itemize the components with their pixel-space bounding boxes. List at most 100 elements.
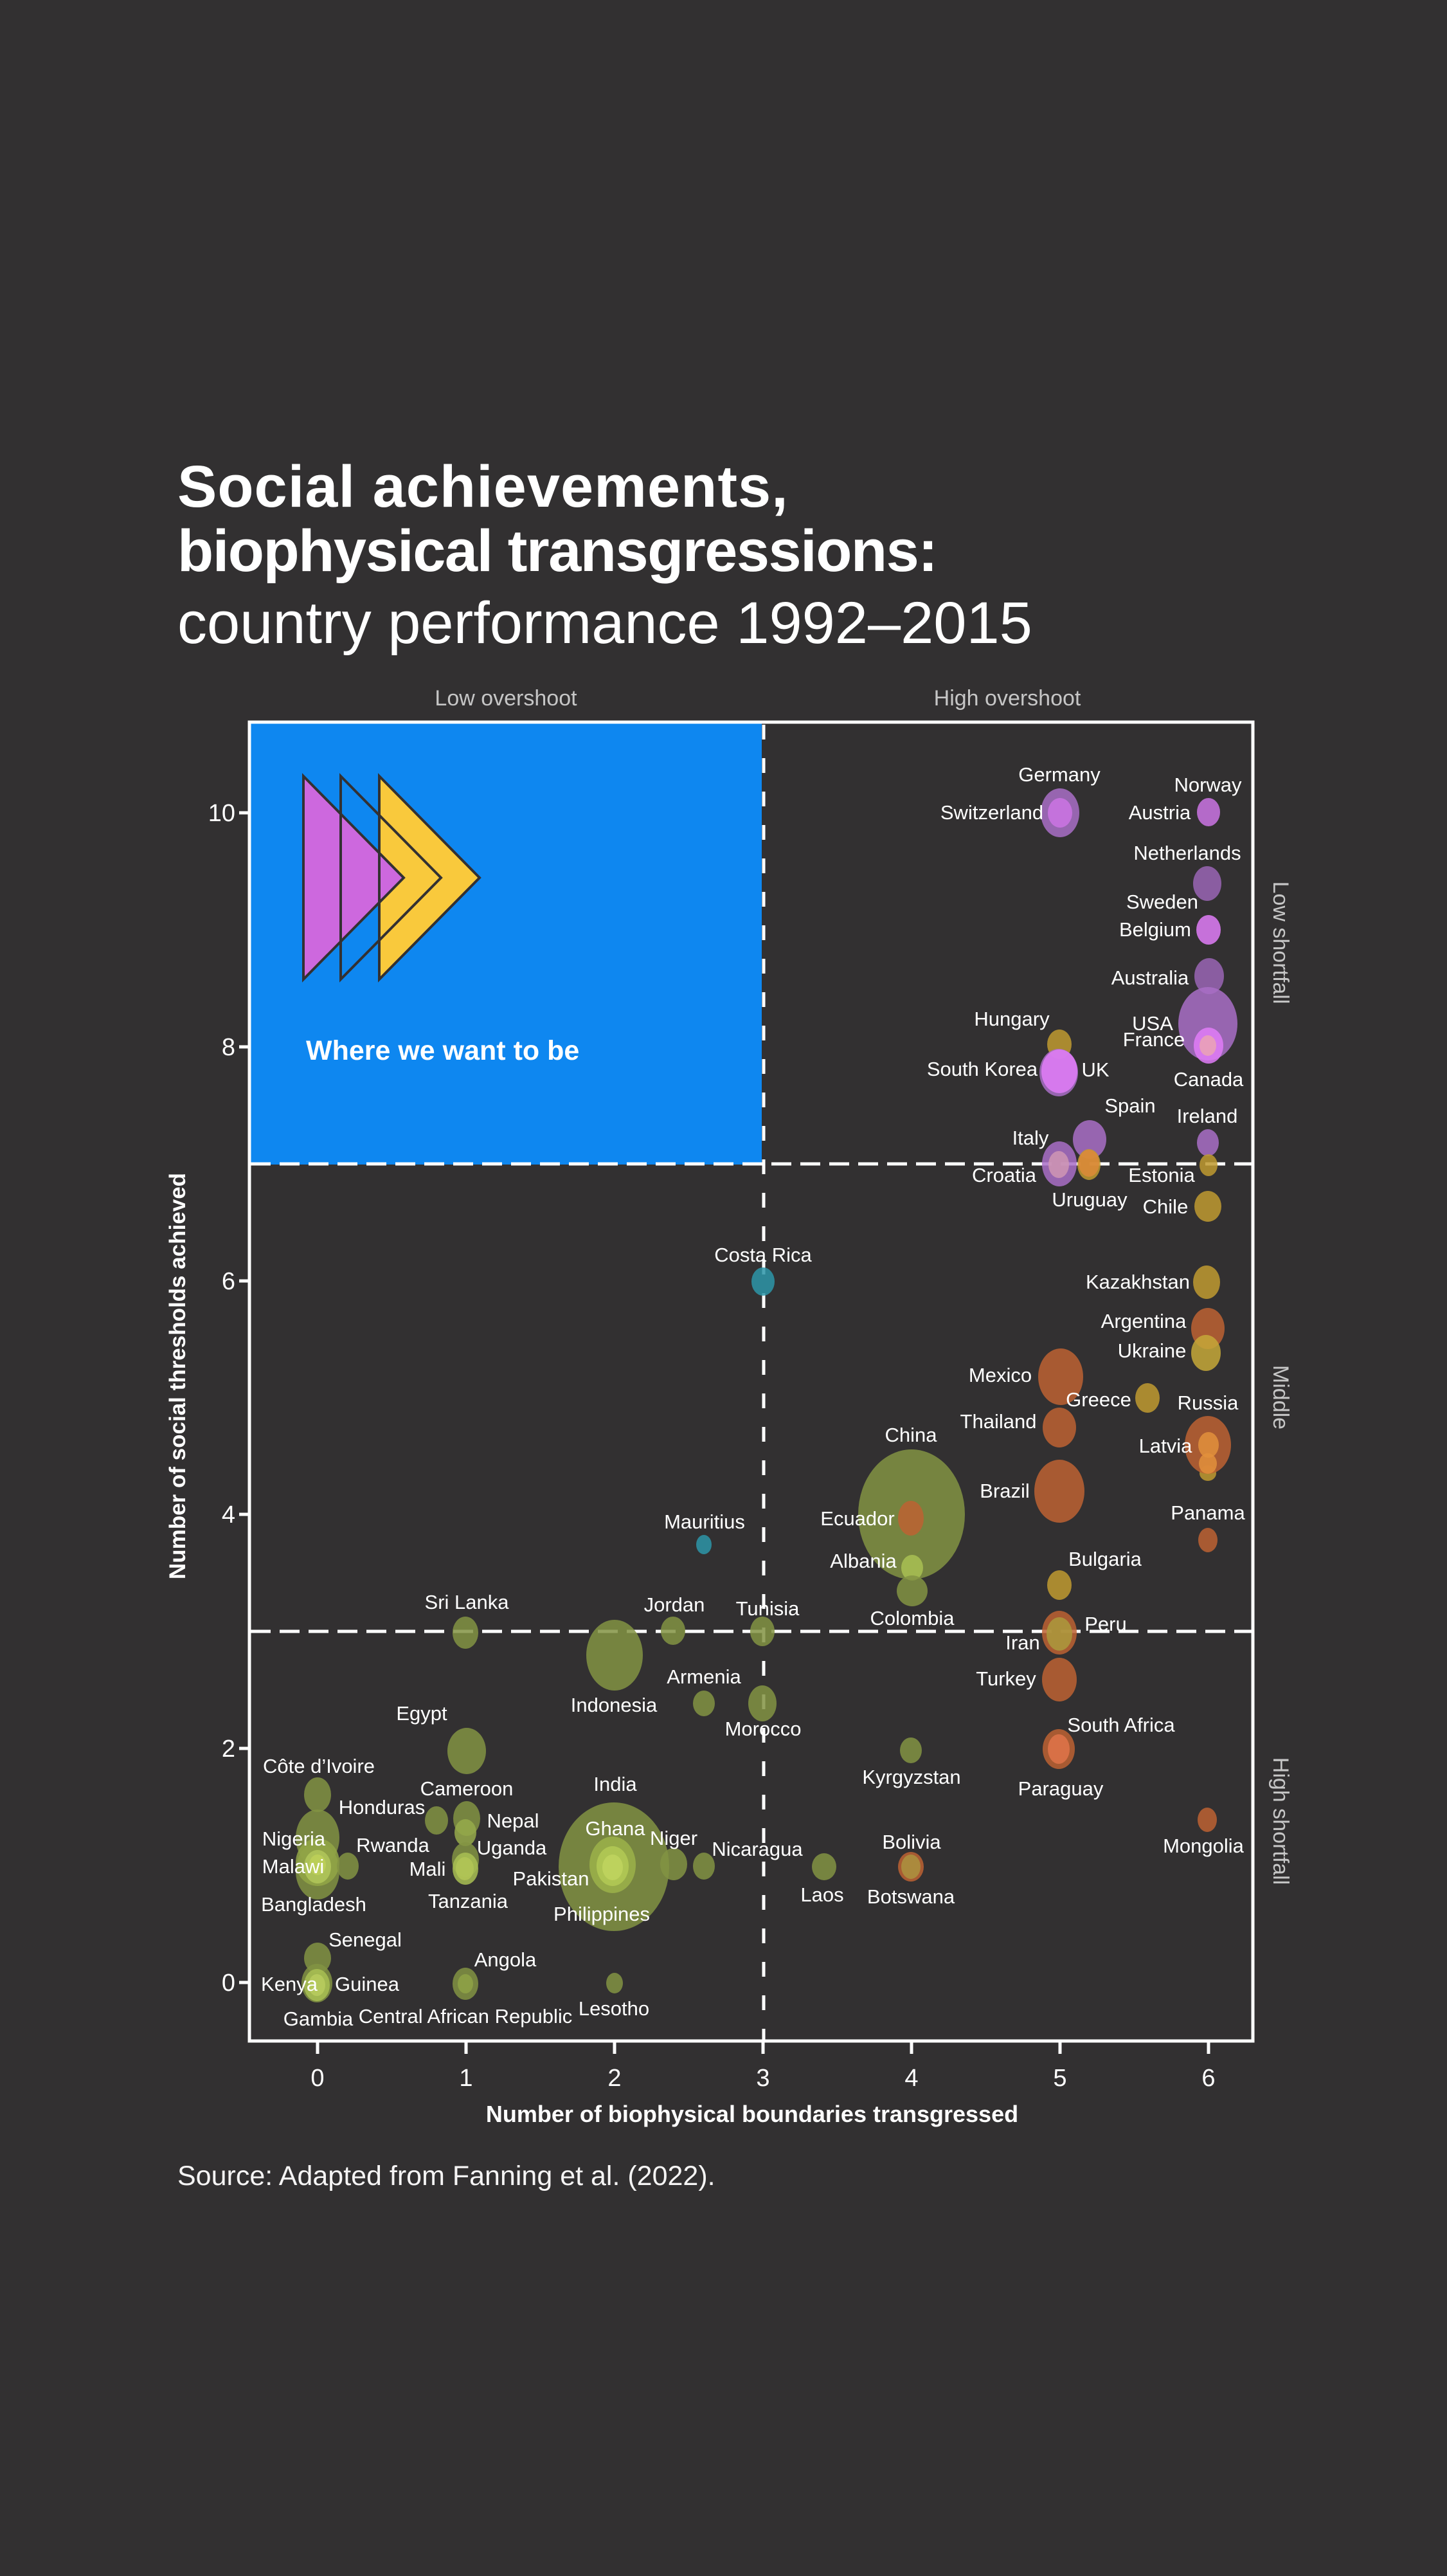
svg-text:Iran: Iran <box>1005 1631 1039 1654</box>
svg-text:Senegal: Senegal <box>328 1928 402 1951</box>
svg-text:Australia: Australia <box>1111 966 1189 989</box>
svg-text:Sri Lanka: Sri Lanka <box>425 1591 510 1613</box>
svg-text:Bangladesh: Bangladesh <box>261 1893 366 1916</box>
svg-text:Egypt: Egypt <box>396 1702 447 1725</box>
svg-text:Cameroon: Cameroon <box>420 1777 514 1800</box>
svg-text:Gambia: Gambia <box>283 2008 354 2030</box>
svg-text:Number of biophysical boundari: Number of biophysical boundaries transgr… <box>486 2101 1018 2127</box>
svg-text:Russia: Russia <box>1178 1392 1239 1414</box>
svg-text:Middle: Middle <box>1268 1365 1293 1429</box>
svg-text:Social achievements,: Social achievements, <box>177 454 789 520</box>
svg-text:Chile: Chile <box>1143 1195 1189 1218</box>
svg-text:Guinea: Guinea <box>335 1973 400 1995</box>
svg-text:Ireland: Ireland <box>1177 1105 1238 1127</box>
svg-text:Laos: Laos <box>800 1883 843 1906</box>
svg-text:Ghana: Ghana <box>585 1817 645 1840</box>
svg-text:Malawi: Malawi <box>262 1855 324 1878</box>
svg-text:Costa Rica: Costa Rica <box>714 1244 812 1266</box>
svg-text:Albania: Albania <box>830 1550 897 1572</box>
svg-text:Sweden: Sweden <box>1126 891 1198 913</box>
svg-text:Netherlands: Netherlands <box>1133 842 1241 864</box>
svg-text:2: 2 <box>607 2065 621 2092</box>
svg-text:8: 8 <box>222 1034 235 1061</box>
svg-text:Lesotho: Lesotho <box>579 1997 649 2020</box>
svg-text:biophysical transgressions:: biophysical transgressions: <box>177 518 937 584</box>
svg-text:France: France <box>1123 1028 1185 1051</box>
svg-text:4: 4 <box>222 1501 235 1528</box>
svg-text:Mauritius: Mauritius <box>664 1510 745 1533</box>
svg-text:4: 4 <box>904 2065 918 2092</box>
svg-text:Low shortfall: Low shortfall <box>1268 882 1293 1004</box>
svg-text:India: India <box>593 1773 637 1795</box>
svg-text:Switzerland: Switzerland <box>940 801 1043 824</box>
svg-text:Bolivia: Bolivia <box>882 1831 941 1853</box>
svg-text:Botswana: Botswana <box>867 1885 955 1908</box>
svg-text:2: 2 <box>222 1736 235 1763</box>
svg-text:Turkey: Turkey <box>976 1667 1036 1690</box>
svg-text:Tunisia: Tunisia <box>736 1597 800 1620</box>
svg-text:Source: Adapted from Fanning e: Source: Adapted from Fanning et al. (202… <box>177 2161 715 2191</box>
svg-text:Croatia: Croatia <box>972 1164 1037 1186</box>
svg-text:High shortfall: High shortfall <box>1268 1757 1293 1885</box>
svg-text:0: 0 <box>310 2065 324 2092</box>
svg-text:Honduras: Honduras <box>339 1796 425 1819</box>
svg-text:0: 0 <box>222 1970 235 1997</box>
svg-text:1: 1 <box>459 2065 472 2092</box>
svg-text:Brazil: Brazil <box>980 1480 1030 1502</box>
svg-text:Italy: Italy <box>1012 1127 1049 1149</box>
svg-text:10: 10 <box>208 800 235 827</box>
svg-text:Mongolia: Mongolia <box>1163 1835 1245 1857</box>
svg-text:Kyrgyzstan: Kyrgyzstan <box>862 1766 960 1788</box>
svg-text:Central African Republic: Central African Republic <box>359 2005 573 2027</box>
svg-text:Argentina: Argentina <box>1101 1310 1187 1332</box>
svg-text:USA: USA <box>1132 1012 1173 1035</box>
svg-text:Where we want to be: Where we want to be <box>306 1035 579 1066</box>
svg-text:Uruguay: Uruguay <box>1052 1188 1128 1211</box>
svg-text:Low overshoot: Low overshoot <box>435 686 577 711</box>
svg-text:Jordan: Jordan <box>644 1593 705 1616</box>
svg-text:Nicaragua: Nicaragua <box>712 1838 803 1860</box>
svg-text:Philippines: Philippines <box>553 1903 650 1925</box>
svg-text:Tanzania: Tanzania <box>428 1890 508 1912</box>
svg-text:Panama: Panama <box>1171 1501 1245 1524</box>
svg-text:Pakistan: Pakistan <box>513 1867 589 1890</box>
svg-text:Austria: Austria <box>1129 801 1191 824</box>
svg-text:Rwanda: Rwanda <box>356 1834 429 1856</box>
svg-text:Ecuador: Ecuador <box>820 1507 894 1530</box>
svg-text:Kazakhstan: Kazakhstan <box>1086 1271 1190 1293</box>
svg-text:Peru: Peru <box>1084 1613 1126 1635</box>
svg-text:South Korea: South Korea <box>927 1058 1038 1080</box>
svg-text:High overshoot: High overshoot <box>934 686 1081 711</box>
svg-text:Colombia: Colombia <box>870 1607 955 1629</box>
svg-text:Number of social thresholds ac: Number of social thresholds achieved <box>165 1173 190 1579</box>
svg-text:country performance 1992–2015: country performance 1992–2015 <box>177 590 1032 656</box>
svg-text:South Africa: South Africa <box>1067 1714 1175 1736</box>
svg-text:Armenia: Armenia <box>667 1665 741 1688</box>
svg-text:Indonesia: Indonesia <box>571 1694 658 1716</box>
svg-text:Uganda: Uganda <box>477 1837 547 1859</box>
svg-text:6: 6 <box>1201 2065 1215 2092</box>
svg-text:Bulgaria: Bulgaria <box>1068 1548 1142 1570</box>
svg-text:Germany: Germany <box>1018 763 1101 786</box>
svg-text:Nigeria: Nigeria <box>262 1828 326 1850</box>
svg-text:UK: UK <box>1081 1058 1109 1081</box>
svg-text:Greece: Greece <box>1066 1388 1131 1411</box>
svg-text:Thailand: Thailand <box>960 1410 1037 1433</box>
svg-text:Latvia: Latvia <box>1139 1435 1192 1457</box>
svg-text:Paraguay: Paraguay <box>1018 1777 1104 1800</box>
svg-text:Kenya: Kenya <box>261 1973 318 1995</box>
svg-text:Hungary: Hungary <box>974 1008 1050 1030</box>
svg-text:Morocco: Morocco <box>725 1718 802 1740</box>
svg-text:Belgium: Belgium <box>1119 918 1191 941</box>
svg-text:China: China <box>885 1424 938 1446</box>
svg-text:Angola: Angola <box>474 1948 537 1971</box>
svg-text:Estonia: Estonia <box>1128 1164 1195 1186</box>
svg-text:5: 5 <box>1053 2065 1066 2092</box>
svg-text:Nepal: Nepal <box>487 1810 539 1832</box>
svg-text:Canada: Canada <box>1174 1068 1244 1091</box>
svg-text:Norway: Norway <box>1174 774 1242 796</box>
svg-text:3: 3 <box>756 2065 769 2092</box>
svg-text:Mexico: Mexico <box>969 1364 1032 1386</box>
svg-text:Ukraine: Ukraine <box>1118 1339 1187 1362</box>
svg-text:Niger: Niger <box>650 1827 697 1849</box>
